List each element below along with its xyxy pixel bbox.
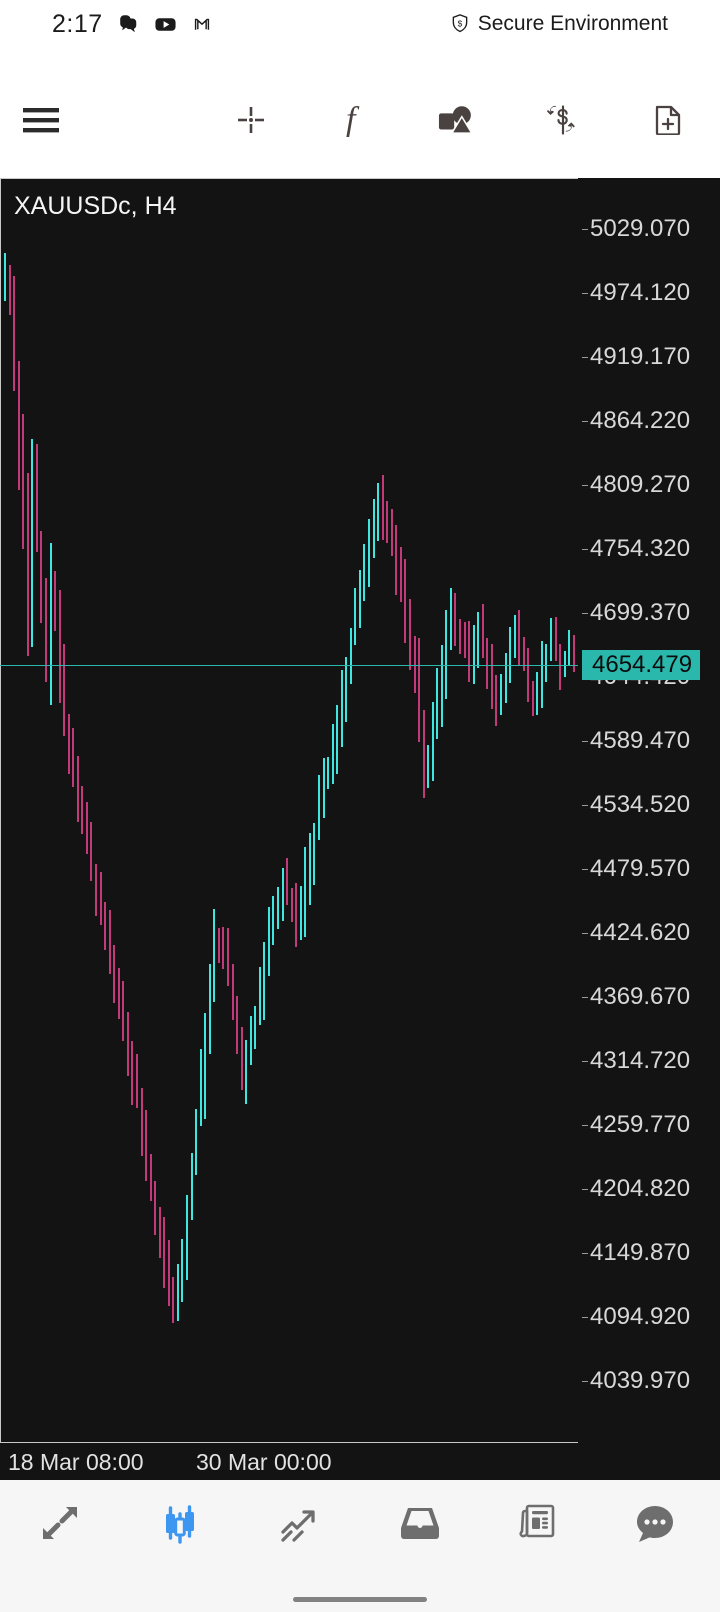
svg-text:f: f [346, 103, 360, 137]
svg-text:$: $ [457, 19, 462, 29]
